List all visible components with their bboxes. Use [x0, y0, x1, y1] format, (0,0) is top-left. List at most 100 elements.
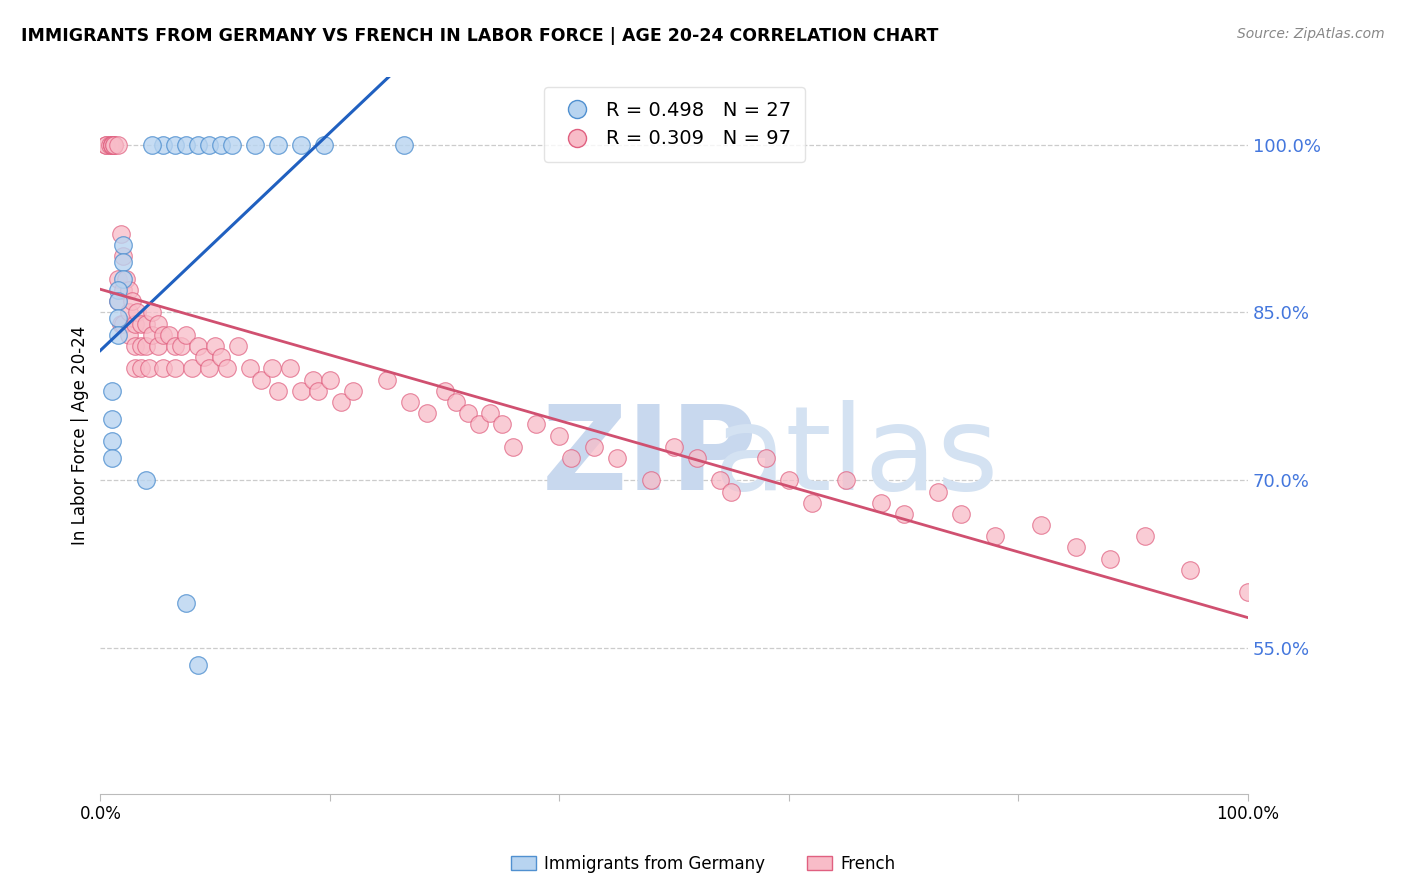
- Point: [869, 496, 891, 510]
- Point: [163, 361, 186, 376]
- Point: [112, 283, 135, 297]
- Point: [215, 361, 238, 376]
- Point: [125, 305, 148, 319]
- Point: [103, 137, 125, 152]
- Point: [110, 227, 132, 241]
- Point: [101, 450, 124, 465]
- Point: [949, 507, 972, 521]
- Point: [107, 327, 129, 342]
- Point: [107, 137, 129, 152]
- Point: [118, 327, 141, 342]
- Point: [250, 373, 273, 387]
- Point: [1180, 563, 1202, 577]
- Point: [548, 428, 571, 442]
- Point: [221, 137, 243, 152]
- Point: [112, 250, 135, 264]
- Legend: R = 0.498   N = 27, R = 0.309   N = 97: R = 0.498 N = 27, R = 0.309 N = 97: [544, 87, 804, 162]
- Point: [176, 596, 198, 610]
- Point: [330, 395, 353, 409]
- Point: [94, 137, 117, 152]
- Point: [135, 473, 157, 487]
- Point: [245, 137, 267, 152]
- Point: [209, 137, 232, 152]
- Point: [112, 317, 135, 331]
- Point: [141, 137, 163, 152]
- Point: [152, 361, 174, 376]
- Text: Source: ZipAtlas.com: Source: ZipAtlas.com: [1237, 27, 1385, 41]
- Point: [502, 440, 524, 454]
- Point: [198, 137, 221, 152]
- Point: [204, 339, 226, 353]
- Point: [157, 327, 180, 342]
- Point: [135, 317, 157, 331]
- Text: ZIP: ZIP: [543, 400, 758, 515]
- Point: [491, 417, 513, 432]
- Point: [118, 305, 141, 319]
- Point: [141, 327, 163, 342]
- Point: [101, 137, 124, 152]
- Point: [1099, 551, 1122, 566]
- Point: [129, 339, 152, 353]
- Point: [176, 327, 198, 342]
- Point: [152, 327, 174, 342]
- Point: [307, 384, 329, 398]
- Point: [112, 272, 135, 286]
- Point: [193, 350, 215, 364]
- Point: [319, 373, 342, 387]
- Point: [101, 137, 124, 152]
- Point: [1237, 585, 1260, 599]
- Point: [124, 339, 146, 353]
- Point: [238, 361, 260, 376]
- Point: [640, 473, 662, 487]
- Legend: Immigrants from Germany, French: Immigrants from Germany, French: [505, 848, 901, 880]
- Point: [141, 305, 163, 319]
- Point: [662, 440, 685, 454]
- Point: [118, 283, 141, 297]
- Point: [927, 484, 949, 499]
- Point: [107, 294, 129, 309]
- Point: [163, 137, 186, 152]
- Point: [399, 395, 422, 409]
- Point: [114, 272, 136, 286]
- Text: IMMIGRANTS FROM GERMANY VS FRENCH IN LABOR FORCE | AGE 20-24 CORRELATION CHART: IMMIGRANTS FROM GERMANY VS FRENCH IN LAB…: [21, 27, 938, 45]
- Point: [187, 339, 209, 353]
- Point: [112, 238, 135, 252]
- Point: [176, 137, 198, 152]
- Point: [560, 450, 582, 465]
- Point: [1133, 529, 1156, 543]
- Point: [835, 473, 858, 487]
- Point: [526, 417, 548, 432]
- Point: [121, 294, 143, 309]
- Point: [101, 384, 124, 398]
- Point: [606, 450, 628, 465]
- Point: [709, 473, 731, 487]
- Y-axis label: In Labor Force | Age 20-24: In Labor Force | Age 20-24: [72, 326, 89, 545]
- Point: [394, 137, 416, 152]
- Point: [226, 339, 249, 353]
- Point: [163, 339, 186, 353]
- Point: [301, 373, 323, 387]
- Point: [893, 507, 915, 521]
- Point: [198, 361, 221, 376]
- Point: [267, 384, 290, 398]
- Point: [984, 529, 1007, 543]
- Point: [101, 137, 124, 152]
- Point: [778, 473, 800, 487]
- Point: [138, 361, 160, 376]
- Text: atlas: atlas: [714, 400, 1000, 515]
- Point: [290, 137, 312, 152]
- Point: [124, 317, 146, 331]
- Point: [181, 361, 204, 376]
- Point: [107, 283, 129, 297]
- Point: [375, 373, 398, 387]
- Point: [1031, 518, 1053, 533]
- Point: [101, 137, 124, 152]
- Point: [416, 406, 439, 420]
- Point: [444, 395, 467, 409]
- Point: [146, 317, 169, 331]
- Point: [314, 137, 336, 152]
- Point: [170, 339, 193, 353]
- Point: [342, 384, 364, 398]
- Point: [129, 361, 152, 376]
- Point: [94, 137, 117, 152]
